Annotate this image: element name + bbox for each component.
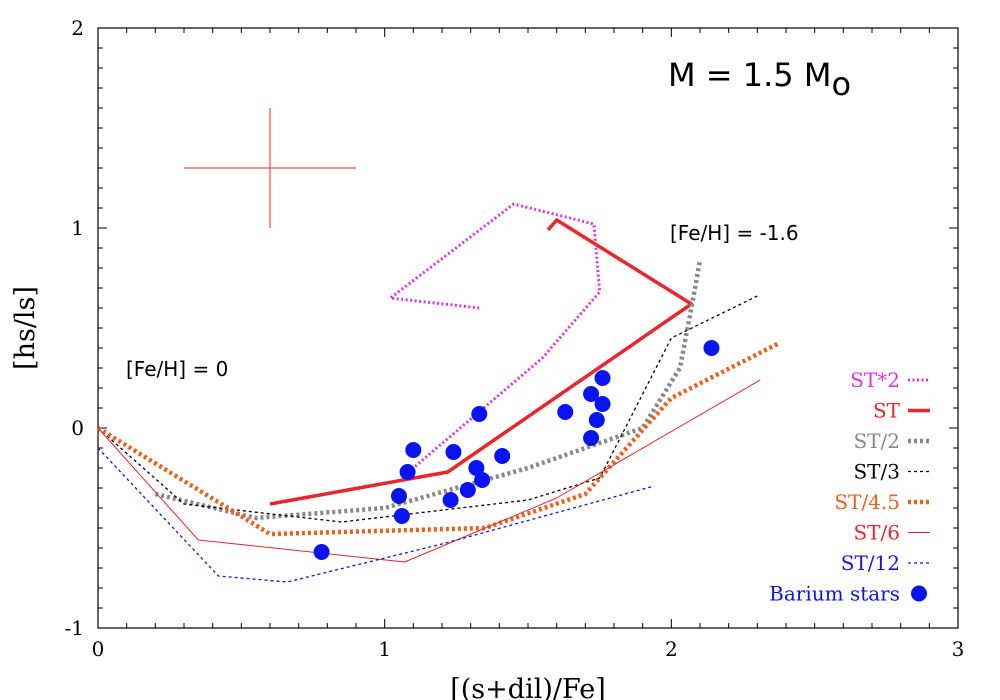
series-line	[97, 295, 758, 523]
feh-low-annotation: [Fe/H] = -1.6	[670, 221, 799, 245]
barium-star-point	[703, 340, 720, 356]
legend: ST*2 ST ST/2 ST/3 ST/4.5 ST/6 ST/12 Barium star…	[769, 368, 930, 606]
y-tick-label: 0	[71, 416, 84, 440]
barium-star-point	[474, 472, 491, 488]
barium-star-point	[399, 464, 416, 480]
barium-star-point	[393, 508, 410, 524]
x-tick-label: 1	[378, 637, 391, 661]
barium-star-point	[557, 404, 574, 420]
plot-frame	[97, 27, 959, 629]
axis-ticks	[97, 27, 959, 629]
legend-label: ST/4.5	[834, 490, 900, 514]
legend-label: ST*2	[850, 368, 900, 392]
mass-annotation-subscript: o	[831, 65, 851, 103]
barium-star-point	[583, 430, 600, 446]
legend-label: Barium stars	[769, 582, 900, 606]
legend-label: ST/2	[853, 429, 900, 453]
barium-star-point	[471, 406, 488, 422]
feh-zero-annotation: [Fe/H] = 0	[126, 357, 228, 381]
y-tick-label: 1	[71, 216, 84, 240]
legend-label: ST/3	[853, 460, 900, 484]
mass-annotation-text: M = 1.5 M	[668, 56, 831, 94]
series-line	[97, 447, 655, 583]
series-line	[96, 341, 779, 537]
x-tick-label: 0	[92, 637, 105, 661]
y-axis-label: [hs/ls]	[10, 286, 41, 370]
y-tick-label: 2	[71, 16, 84, 40]
barium-star-point	[459, 482, 476, 498]
legend-label: ST	[873, 399, 901, 423]
x-tick-label: 3	[952, 637, 965, 661]
axis-tick-labels: 0 1 2 3 -1 0 1 2	[65, 16, 965, 661]
barium-star-point	[468, 460, 485, 476]
series-line	[97, 379, 761, 563]
series-line	[388, 202, 602, 470]
barium-star-point	[445, 444, 462, 460]
x-tick-label: 2	[665, 637, 678, 661]
series-line	[154, 259, 703, 521]
mass-annotation: M = 1.5 Mo	[668, 56, 851, 103]
barium-star-point	[588, 412, 605, 428]
barium-star-points	[313, 340, 720, 560]
legend-label: ST/12	[841, 551, 900, 575]
barium-star-point	[442, 492, 459, 508]
barium-star-point	[494, 448, 511, 464]
legend-label: ST/6	[853, 521, 900, 545]
series-lines	[96, 202, 779, 583]
y-tick-label: -1	[65, 616, 84, 640]
barium-star-point	[594, 370, 611, 386]
legend-swatch	[911, 585, 927, 602]
error-bar	[184, 108, 356, 228]
barium-star-point	[313, 544, 330, 560]
barium-star-point	[594, 396, 611, 412]
barium-star-point	[391, 488, 407, 504]
barium-star-point	[583, 386, 600, 402]
x-axis-label: [(s+dil)/Fe]	[450, 674, 606, 700]
barium-star-point	[405, 442, 422, 458]
